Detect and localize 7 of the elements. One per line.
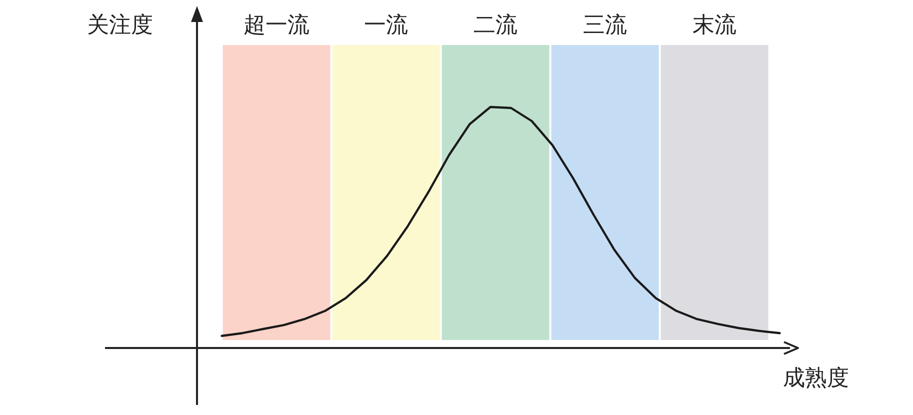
text: 二流 <box>474 13 518 38</box>
text: 超一流 <box>244 13 310 38</box>
text: 三流 <box>583 13 628 38</box>
y-axis-title: 关注度 <box>87 13 153 38</box>
x-axis-title: 成熟度 <box>783 366 849 391</box>
text: 末流 <box>692 13 737 38</box>
text: 一流 <box>364 13 408 38</box>
